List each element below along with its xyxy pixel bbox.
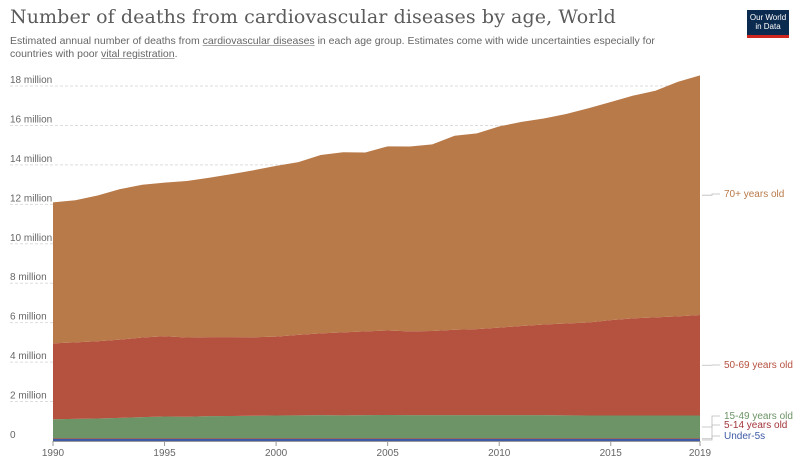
y-axis-ticks: 0 2 million 4 million 6 million 8 million 10 … [10,75,52,441]
label-5-14-years: 5-14 years old [724,420,787,431]
chart-title: Number of deaths from cardiovascular dis… [10,6,616,28]
subtitle-text-middle: in each age group. Estimates come with w… [10,35,655,60]
label-15-49-years: 15-49 years old [724,411,793,422]
label-connector [702,415,720,428]
y-tick-label: 8 million [10,272,47,283]
label-connector [702,193,720,196]
area-under-5s[interactable] [53,439,700,441]
y-tick-label: 4 million [10,351,47,362]
subtitle-text-start: Estimated annual number of deaths from [10,35,203,47]
logo-line-2: in Data [755,22,781,31]
y-tick-label: 10 million [10,233,52,244]
label-50-69-years: 50-69 years old [724,360,793,371]
area-series [53,75,700,441]
label-connector [702,435,720,441]
x-tick-label: 2015 [600,448,623,459]
x-tick-label: 1995 [153,448,176,459]
cardiovascular-diseases-link[interactable]: cardiovascular diseases [202,35,315,47]
y-tick-label: 6 million [10,312,47,323]
area-5-14-years[interactable] [53,438,700,440]
x-tick-label: 2010 [488,448,511,459]
x-tick-label: 2019 [689,448,712,459]
x-tick-label: 2005 [377,448,400,459]
vital-registration-link[interactable]: vital registration [101,48,175,60]
y-tick-label: 12 million [10,193,52,204]
y-tick-label: 2 million [10,391,47,402]
label-connector [702,424,720,440]
x-tick-label: 1990 [42,448,65,459]
y-tick-label: 14 million [10,154,52,165]
y-tick-label: 18 million [10,75,52,86]
owid-logo[interactable]: Our World in Data [747,10,789,38]
x-axis: 1990 1995 2000 2005 2010 2015 2019 [42,441,712,459]
x-tick-label: 2000 [265,448,288,459]
chart-subtitle: Estimated annual number of deaths from c… [10,35,700,61]
label-under-5s: Under-5s [724,431,765,442]
subtitle-text-end: . [174,48,178,60]
y-tick-label: 0 [10,430,16,441]
area-50-69-years[interactable] [53,314,700,420]
logo-line-1: Our World [749,13,787,22]
label-70-plus-years: 70+ years old [724,189,784,200]
area-15-49-years[interactable] [53,414,700,439]
area-70-plus-years[interactable] [53,75,700,344]
y-tick-label: 16 million [10,114,52,125]
